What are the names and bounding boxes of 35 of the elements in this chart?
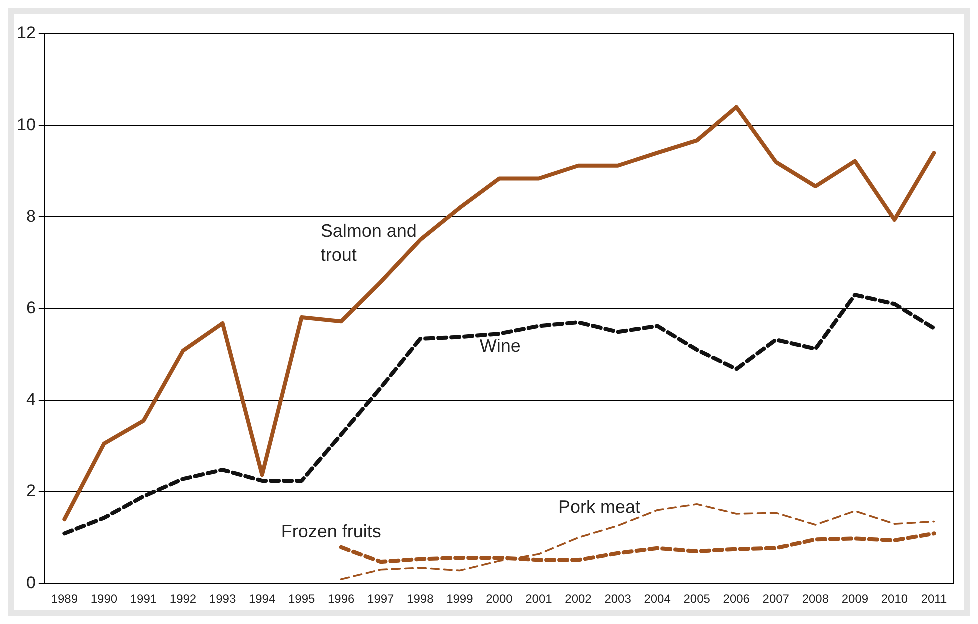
x-tick-label: 1996 [328, 592, 356, 606]
x-tick-label: 1990 [90, 592, 118, 606]
x-tick-label: 2001 [526, 592, 553, 606]
x-tick-label: 2000 [486, 592, 514, 606]
series-label: Salmon and trout [320, 221, 417, 266]
x-tick-label: 2009 [842, 592, 869, 606]
x-tick-label: 1995 [288, 592, 316, 606]
x-tick-label: 1998 [407, 592, 434, 606]
x-tick-label: 2010 [881, 592, 908, 606]
x-tick-label: 1993 [209, 592, 236, 606]
x-tick-label: 1997 [368, 592, 395, 606]
x-tick-label: 1999 [446, 592, 474, 606]
x-tick-label: 2002 [565, 592, 592, 606]
x-tick-label: 2003 [604, 592, 632, 606]
x-tick-label: 2005 [684, 592, 711, 606]
x-tick-label: 2004 [644, 592, 672, 606]
line-series [62, 293, 936, 536]
series-label: Pork meat [558, 496, 641, 517]
x-tick-label: 1994 [248, 592, 276, 606]
y-tick-label: 10 [16, 115, 36, 134]
y-tick-label: 4 [26, 390, 36, 410]
x-tick-label: 2008 [802, 592, 830, 606]
y-tick-label: 0 [26, 573, 36, 592]
series-label: Wine [480, 336, 521, 356]
y-tick-label: 8 [26, 206, 36, 226]
series-label: Frozen fruits [281, 521, 382, 542]
x-tick-label: 2007 [762, 592, 790, 606]
x-tick-label: 2011 [921, 592, 948, 606]
x-tick-label: 1991 [130, 592, 158, 606]
y-tick-label: 12 [16, 24, 36, 43]
x-tick-label: 1989 [51, 592, 78, 606]
x-tick-label: 2006 [723, 592, 750, 606]
x-tick-label: 1992 [170, 592, 197, 606]
y-tick-label: 2 [26, 482, 36, 501]
y-tick-label: 6 [26, 298, 36, 318]
